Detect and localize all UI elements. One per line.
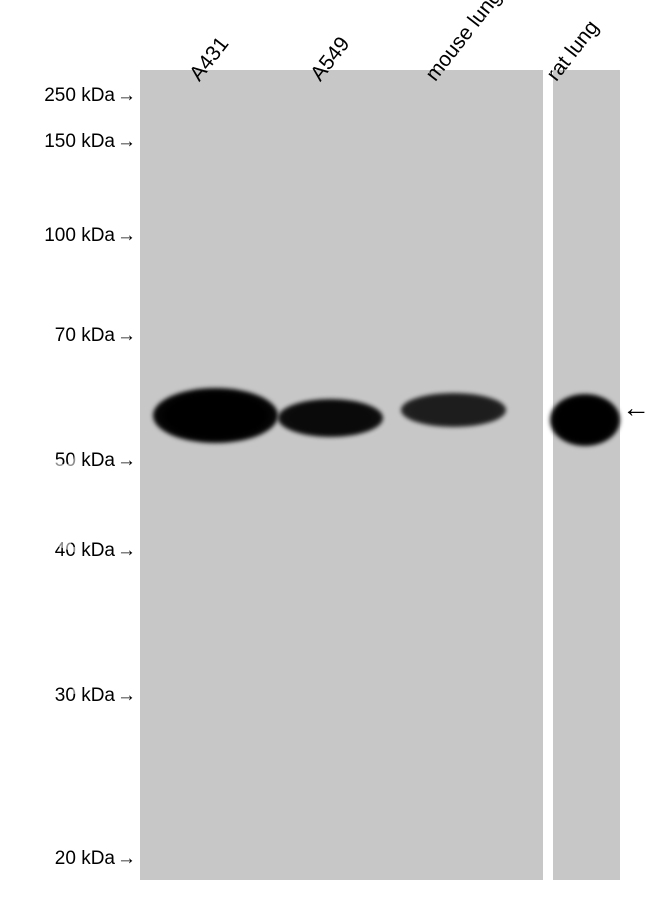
band-lane-2	[278, 399, 383, 437]
marker-text: 20 kDa	[55, 848, 115, 869]
band-lane-3	[401, 393, 506, 427]
band-lane-4	[550, 394, 620, 446]
band-lane-1	[153, 388, 278, 443]
arrow-right-icon: →	[117, 85, 136, 107]
arrow-right-icon: →	[117, 450, 136, 472]
arrow-right-icon: →	[117, 848, 136, 870]
target-arrow-icon: ←	[622, 392, 650, 424]
marker-text: 250 kDa	[44, 85, 115, 106]
marker-250: 250 kDa→	[44, 85, 136, 107]
marker-150: 150 kDa→	[44, 131, 136, 153]
arrow-right-icon: →	[117, 540, 136, 562]
lane-separator	[543, 70, 553, 880]
arrow-right-icon: →	[117, 225, 136, 247]
arrow-right-icon: →	[117, 325, 136, 347]
marker-100: 100 kDa→	[44, 225, 136, 247]
arrow-right-icon: →	[117, 685, 136, 707]
arrow-right-icon: →	[117, 131, 136, 153]
watermark-text: WWW.PTGLAB.COM	[45, 365, 88, 820]
marker-text: 70 kDa	[55, 325, 115, 346]
marker-text: 100 kDa	[44, 225, 115, 246]
figure-root: A431 A549 mouse lung rat lung 250 kDa→ 1…	[0, 0, 650, 903]
marker-70: 70 kDa→	[55, 325, 136, 347]
marker-20: 20 kDa→	[55, 848, 136, 870]
marker-text: 150 kDa	[44, 131, 115, 152]
